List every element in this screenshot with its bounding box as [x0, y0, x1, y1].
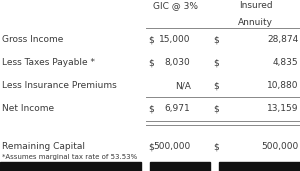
Text: Less Taxes Payable *: Less Taxes Payable * — [2, 58, 94, 67]
Text: 6,971: 6,971 — [165, 104, 190, 113]
Text: 13,159: 13,159 — [267, 104, 298, 113]
Text: *Assumes marginal tax rate of 53.53%: *Assumes marginal tax rate of 53.53% — [2, 154, 137, 160]
Bar — [150, 162, 210, 171]
Bar — [219, 162, 300, 171]
Text: Annuity: Annuity — [238, 18, 273, 27]
Text: GIC @ 3%: GIC @ 3% — [153, 1, 198, 10]
Text: N/A: N/A — [175, 81, 190, 90]
Text: 8,030: 8,030 — [165, 58, 190, 67]
Text: $: $ — [148, 142, 154, 151]
Text: $: $ — [148, 35, 154, 44]
Text: $: $ — [213, 104, 219, 113]
Text: $: $ — [213, 35, 219, 44]
Text: Remaining Capital: Remaining Capital — [2, 142, 85, 151]
Text: 500,000: 500,000 — [153, 142, 190, 151]
Text: 500,000: 500,000 — [261, 142, 298, 151]
Text: $: $ — [213, 58, 219, 67]
Text: Net Income: Net Income — [2, 104, 54, 113]
Text: 15,000: 15,000 — [159, 35, 190, 44]
Text: Gross Income: Gross Income — [2, 35, 63, 44]
Text: Insured: Insured — [239, 1, 273, 10]
Text: $: $ — [213, 142, 219, 151]
Bar — [0, 162, 141, 171]
Text: Less Insurance Premiums: Less Insurance Premiums — [2, 81, 116, 90]
Text: 10,880: 10,880 — [267, 81, 298, 90]
Text: 4,835: 4,835 — [273, 58, 298, 67]
Text: $: $ — [213, 81, 219, 90]
Text: $: $ — [148, 104, 154, 113]
Text: $: $ — [148, 58, 154, 67]
Text: 28,874: 28,874 — [267, 35, 298, 44]
